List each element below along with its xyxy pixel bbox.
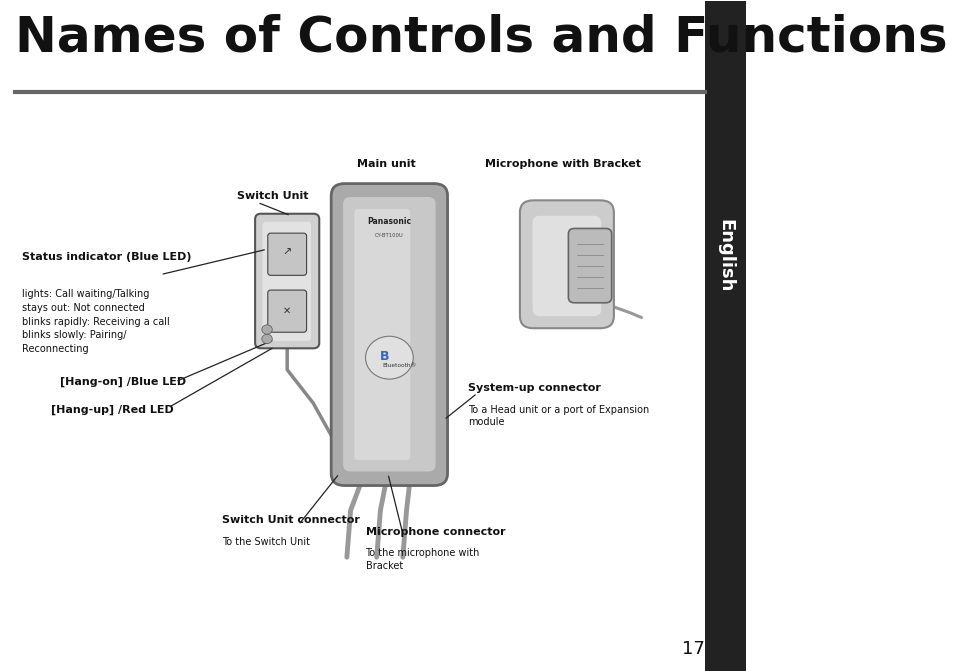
Text: ↗: ↗	[282, 248, 292, 258]
Bar	[704, 1, 745, 671]
Text: [Hang-on] /Blue LED: [Hang-on] /Blue LED	[60, 376, 186, 387]
Text: Status indicator (Blue LED): Status indicator (Blue LED)	[22, 252, 192, 262]
Text: To a Head unit or a port of Expansion
module: To a Head unit or a port of Expansion mo…	[468, 405, 649, 427]
Text: Names of Controls and Functions: Names of Controls and Functions	[15, 13, 946, 62]
Text: B: B	[379, 350, 389, 363]
Text: To the microphone with
Bracket: To the microphone with Bracket	[365, 548, 479, 570]
Text: To the Switch Unit: To the Switch Unit	[222, 537, 310, 547]
Circle shape	[365, 336, 413, 379]
Circle shape	[261, 334, 272, 344]
FancyBboxPatch shape	[354, 209, 410, 460]
Text: lights: Call waiting/Talking
stays out: Not connected
blinks rapidly: Receiving : lights: Call waiting/Talking stays out: …	[22, 289, 170, 354]
Text: English: English	[716, 219, 733, 293]
Text: Main unit: Main unit	[356, 158, 415, 168]
Text: Switch Unit connector: Switch Unit connector	[222, 515, 360, 525]
FancyBboxPatch shape	[262, 221, 311, 341]
Text: Panasonic: Panasonic	[367, 217, 411, 225]
Text: Bluetooth®: Bluetooth®	[381, 362, 416, 368]
FancyBboxPatch shape	[331, 184, 447, 486]
FancyBboxPatch shape	[532, 216, 600, 316]
FancyBboxPatch shape	[268, 290, 306, 332]
Circle shape	[261, 325, 272, 334]
Text: Switch Unit: Switch Unit	[237, 191, 309, 201]
Text: Microphone with Bracket: Microphone with Bracket	[484, 158, 640, 168]
Text: Microphone connector: Microphone connector	[365, 527, 504, 537]
FancyBboxPatch shape	[568, 228, 611, 303]
Text: System-up connector: System-up connector	[468, 383, 600, 393]
FancyBboxPatch shape	[254, 214, 319, 348]
Text: [Hang-up] /Red LED: [Hang-up] /Red LED	[51, 405, 173, 415]
Text: 17: 17	[681, 639, 704, 658]
FancyBboxPatch shape	[343, 197, 436, 472]
FancyBboxPatch shape	[519, 201, 614, 328]
Text: CY-BT100U: CY-BT100U	[375, 233, 403, 238]
Text: ✕: ✕	[283, 306, 291, 316]
FancyBboxPatch shape	[268, 233, 306, 275]
